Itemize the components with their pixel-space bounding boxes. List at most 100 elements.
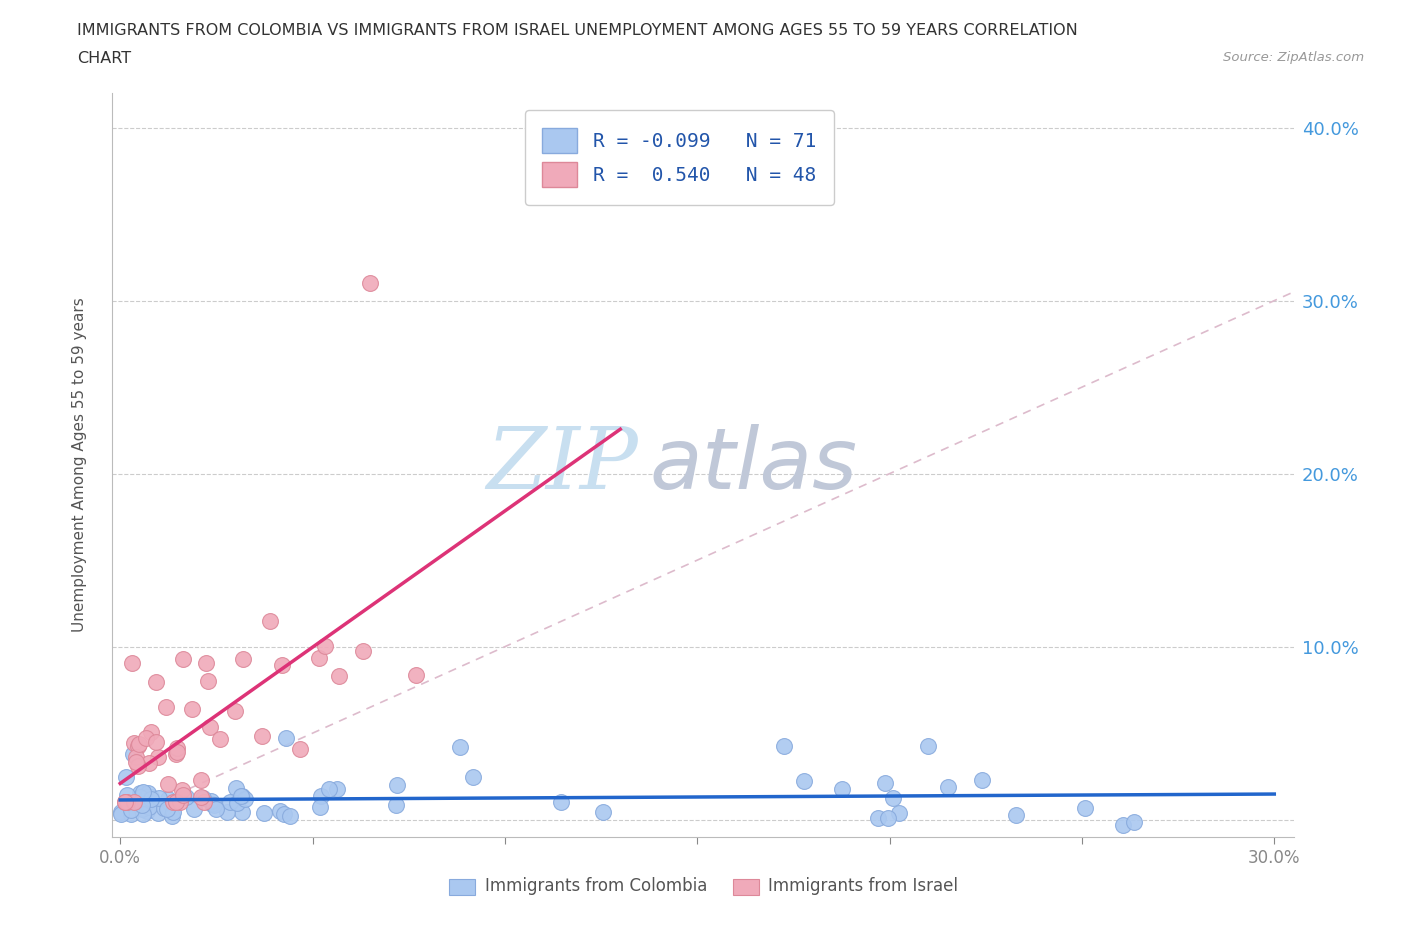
Point: [326, 781, 349, 796]
Point: [146, 805, 169, 820]
Point: [190, 772, 212, 787]
Point: [131, 797, 153, 812]
Point: [162, 795, 184, 810]
Point: [273, 806, 295, 821]
Point: [114, 795, 136, 810]
Point: [917, 739, 939, 754]
Point: [288, 742, 311, 757]
Point: [328, 669, 350, 684]
Point: [120, 802, 142, 817]
Point: [170, 783, 193, 798]
Point: [936, 779, 959, 794]
Point: [114, 795, 136, 810]
Point: [157, 777, 180, 791]
Point: [138, 799, 160, 814]
Text: Immigrants from Israel: Immigrants from Israel: [768, 877, 957, 895]
Point: [172, 788, 194, 803]
Point: [139, 724, 162, 739]
Point: [202, 798, 225, 813]
Point: [226, 796, 249, 811]
Text: atlas: atlas: [650, 423, 858, 507]
Point: [160, 808, 183, 823]
Point: [201, 797, 224, 812]
Point: [314, 638, 336, 653]
Point: [181, 701, 204, 716]
Point: [114, 769, 136, 784]
Text: ZIP: ZIP: [486, 424, 638, 506]
Point: [145, 735, 167, 750]
Point: [385, 797, 408, 812]
Point: [773, 738, 796, 753]
Point: [308, 800, 330, 815]
Point: [146, 750, 169, 764]
Point: [224, 703, 246, 718]
Point: [166, 741, 188, 756]
Point: [866, 810, 889, 825]
Point: [110, 806, 132, 821]
Point: [110, 804, 132, 819]
Point: [165, 795, 187, 810]
Point: [387, 777, 409, 792]
Point: [197, 673, 219, 688]
Point: [231, 805, 253, 820]
Point: [550, 795, 572, 810]
Point: [139, 791, 162, 806]
Point: [135, 730, 157, 745]
Text: CHART: CHART: [77, 51, 131, 66]
Point: [1004, 807, 1026, 822]
Text: Source: ZipAtlas.com: Source: ZipAtlas.com: [1223, 51, 1364, 64]
Point: [156, 802, 179, 817]
Bar: [449, 879, 475, 895]
Point: [172, 652, 194, 667]
Point: [127, 738, 149, 753]
Point: [183, 802, 205, 817]
Point: [148, 790, 170, 805]
Text: Immigrants from Colombia: Immigrants from Colombia: [485, 877, 707, 895]
Point: [122, 747, 145, 762]
Point: [308, 650, 330, 665]
Point: [138, 756, 160, 771]
Point: [136, 786, 159, 801]
Point: [131, 806, 153, 821]
Point: [193, 795, 215, 810]
Point: [259, 614, 281, 629]
Point: [876, 810, 898, 825]
Point: [1123, 814, 1146, 829]
Point: [153, 800, 176, 815]
Point: [208, 732, 231, 747]
Point: [250, 728, 273, 743]
Point: [793, 774, 815, 789]
Point: [115, 788, 138, 803]
Point: [592, 804, 614, 819]
Point: [156, 792, 179, 807]
Point: [405, 667, 427, 682]
Point: [352, 644, 374, 658]
Point: [120, 806, 142, 821]
Point: [269, 804, 291, 818]
Point: [461, 769, 484, 784]
Point: [169, 795, 191, 810]
Point: [831, 782, 853, 797]
Point: [131, 802, 153, 817]
Point: [128, 790, 150, 804]
Point: [278, 809, 301, 824]
Point: [233, 791, 256, 806]
Point: [174, 790, 197, 804]
Point: [875, 776, 897, 790]
Point: [135, 790, 157, 804]
Point: [125, 750, 148, 764]
Point: [128, 737, 150, 751]
Point: [190, 790, 212, 804]
Point: [193, 790, 215, 805]
Point: [195, 656, 218, 671]
Point: [1074, 801, 1097, 816]
Point: [882, 790, 904, 805]
Point: [122, 736, 145, 751]
Point: [121, 656, 143, 671]
Point: [205, 802, 228, 817]
Point: [127, 759, 149, 774]
Point: [218, 794, 240, 809]
Point: [972, 772, 994, 787]
Point: [270, 658, 292, 672]
Point: [139, 790, 162, 804]
